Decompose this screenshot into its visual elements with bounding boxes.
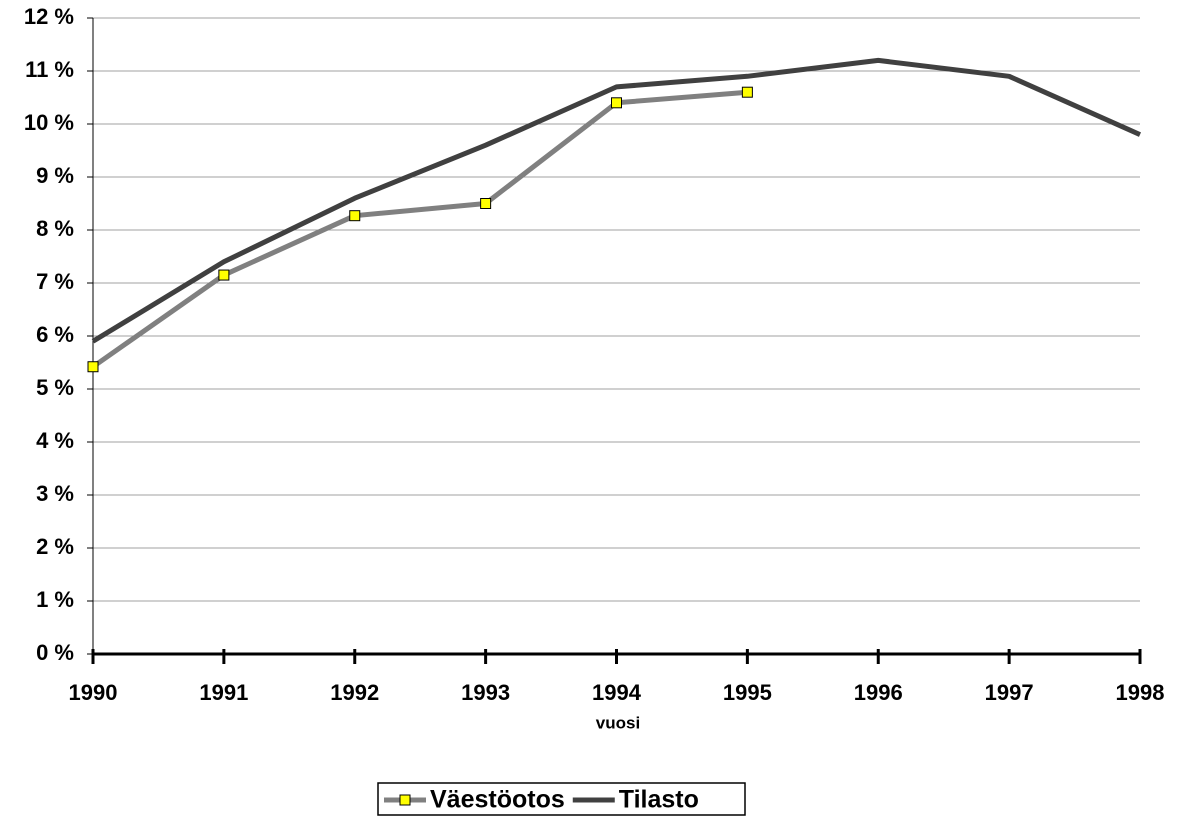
- data-point: [87, 361, 99, 373]
- y-tick-label: 5 %: [36, 375, 74, 400]
- y-tick-label: 7 %: [36, 269, 74, 294]
- y-tick-label: 12 %: [24, 4, 74, 29]
- data-point: [741, 86, 753, 98]
- x-tick-label: 1992: [330, 680, 379, 705]
- series-line: [91, 57, 1142, 344]
- y-tick-label: 4 %: [36, 428, 74, 453]
- legend-label: Tilasto: [619, 786, 699, 814]
- x-tick-label: 1991: [199, 680, 248, 705]
- y-tick-label: 9 %: [36, 163, 74, 188]
- data-point: [349, 210, 361, 222]
- x-tick-label: 1990: [69, 680, 118, 705]
- y-tick-label: 3 %: [36, 481, 74, 506]
- data-point: [218, 269, 230, 281]
- y-tick-label: 11 %: [25, 57, 74, 82]
- series-line: [91, 89, 748, 369]
- x-tick-label: 1995: [723, 680, 772, 705]
- y-tick-label: 1 %: [36, 587, 74, 612]
- x-tick-label: 1998: [1116, 680, 1165, 705]
- data-point: [611, 97, 622, 109]
- y-tick-label: 8 %: [36, 216, 74, 241]
- x-tick-label: 1994: [592, 680, 642, 705]
- x-tick-label: 1997: [985, 680, 1034, 705]
- y-tick-label: 6 %: [36, 322, 74, 347]
- y-tick-label: 2 %: [36, 534, 74, 559]
- legend-marker: [399, 794, 411, 806]
- x-axis-label: vuosi: [596, 713, 640, 732]
- x-tick-label: 1993: [461, 680, 510, 705]
- data-point: [480, 198, 492, 209]
- legend-box: [377, 782, 746, 816]
- y-tick-label: 10 %: [24, 110, 74, 135]
- x-tick-label: 1996: [854, 680, 903, 705]
- legend: Väestöotos Tilasto: [377, 782, 746, 816]
- y-tick-label: 0 %: [36, 640, 74, 665]
- legend-label: Väestöotos: [430, 786, 565, 814]
